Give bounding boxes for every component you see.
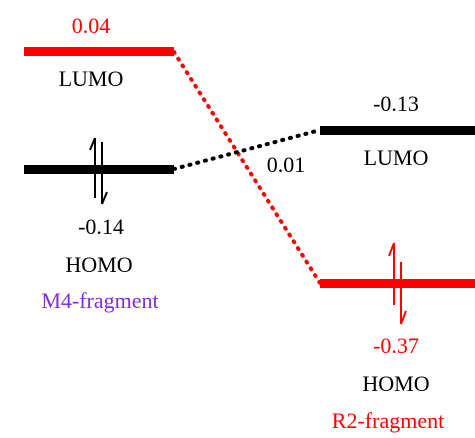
right-homo-label: HOMO — [362, 371, 429, 396]
left-homo-label: HOMO — [65, 252, 132, 277]
left-lumo-level — [24, 47, 174, 56]
right-lumo-energy: -0.13 — [373, 91, 419, 116]
right-lumo-label: LUMO — [364, 145, 429, 170]
left-fragment-label: M4-fragment — [41, 288, 158, 313]
left-lumo-label: LUMO — [59, 66, 124, 91]
connector-lumo-to-homo — [172, 50, 322, 285]
right-homo-electron-pair-icon — [388, 242, 407, 325]
left-lumo-energy: 0.04 — [72, 13, 111, 38]
gap-energy-label: 0.01 — [267, 152, 306, 177]
right-fragment-label: R2-fragment — [332, 408, 444, 433]
left-homo-energy: -0.14 — [78, 214, 124, 239]
left-homo-electron-pair-icon — [89, 137, 108, 205]
connector-homo-to-lumo — [172, 128, 322, 171]
right-lumo-level — [320, 126, 475, 135]
right-homo-level — [320, 279, 475, 288]
right-homo-energy: -0.37 — [373, 333, 419, 358]
left-homo-level — [24, 165, 174, 174]
